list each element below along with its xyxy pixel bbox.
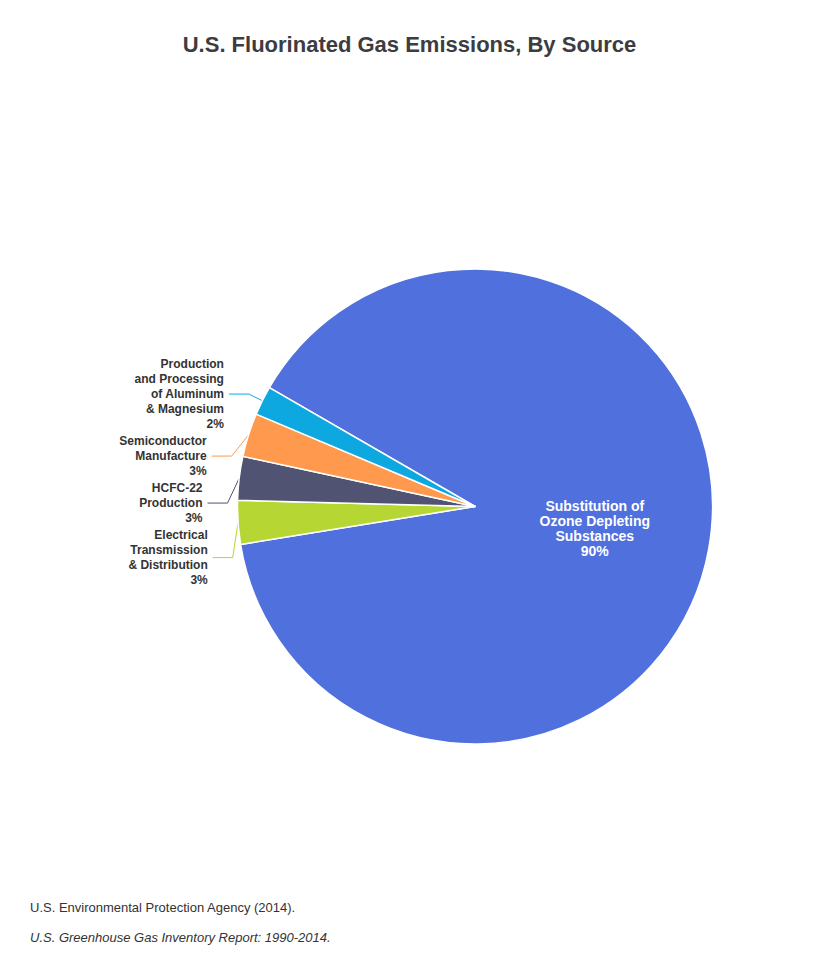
svg-text:90%: 90%	[581, 543, 610, 559]
svg-text:Manufacture: Manufacture	[135, 449, 207, 463]
svg-text:U.S. Environmental Protection: U.S. Environmental Protection Agency (20…	[30, 900, 295, 915]
svg-text:& Magnesium: & Magnesium	[146, 402, 224, 416]
svg-text:3%: 3%	[185, 511, 203, 525]
svg-text:U.S. Fluorinated Gas Emissions: U.S. Fluorinated Gas Emissions, By Sourc…	[183, 32, 637, 57]
svg-text:Substitution of: Substitution of	[545, 498, 644, 514]
svg-text:Production: Production	[139, 496, 202, 510]
svg-text:HCFC-22: HCFC-22	[152, 481, 203, 495]
svg-text:Semiconductor: Semiconductor	[119, 434, 207, 448]
svg-text:Electrical: Electrical	[154, 528, 207, 542]
svg-text:of Aluminum: of Aluminum	[151, 387, 224, 401]
svg-text:3%: 3%	[189, 464, 207, 478]
svg-text:and Processing: and Processing	[135, 372, 224, 386]
svg-text:Ozone Depleting: Ozone Depleting	[540, 513, 650, 529]
svg-text:Production: Production	[161, 357, 224, 371]
svg-text:Transmission: Transmission	[130, 543, 207, 557]
svg-text:2%: 2%	[207, 417, 225, 431]
svg-text:& Distribution: & Distribution	[128, 558, 207, 572]
svg-text:U.S. Greenhouse Gas Inventory: U.S. Greenhouse Gas Inventory Report: 19…	[30, 930, 331, 945]
svg-text:Substances: Substances	[555, 528, 634, 544]
svg-text:3%: 3%	[190, 573, 208, 587]
